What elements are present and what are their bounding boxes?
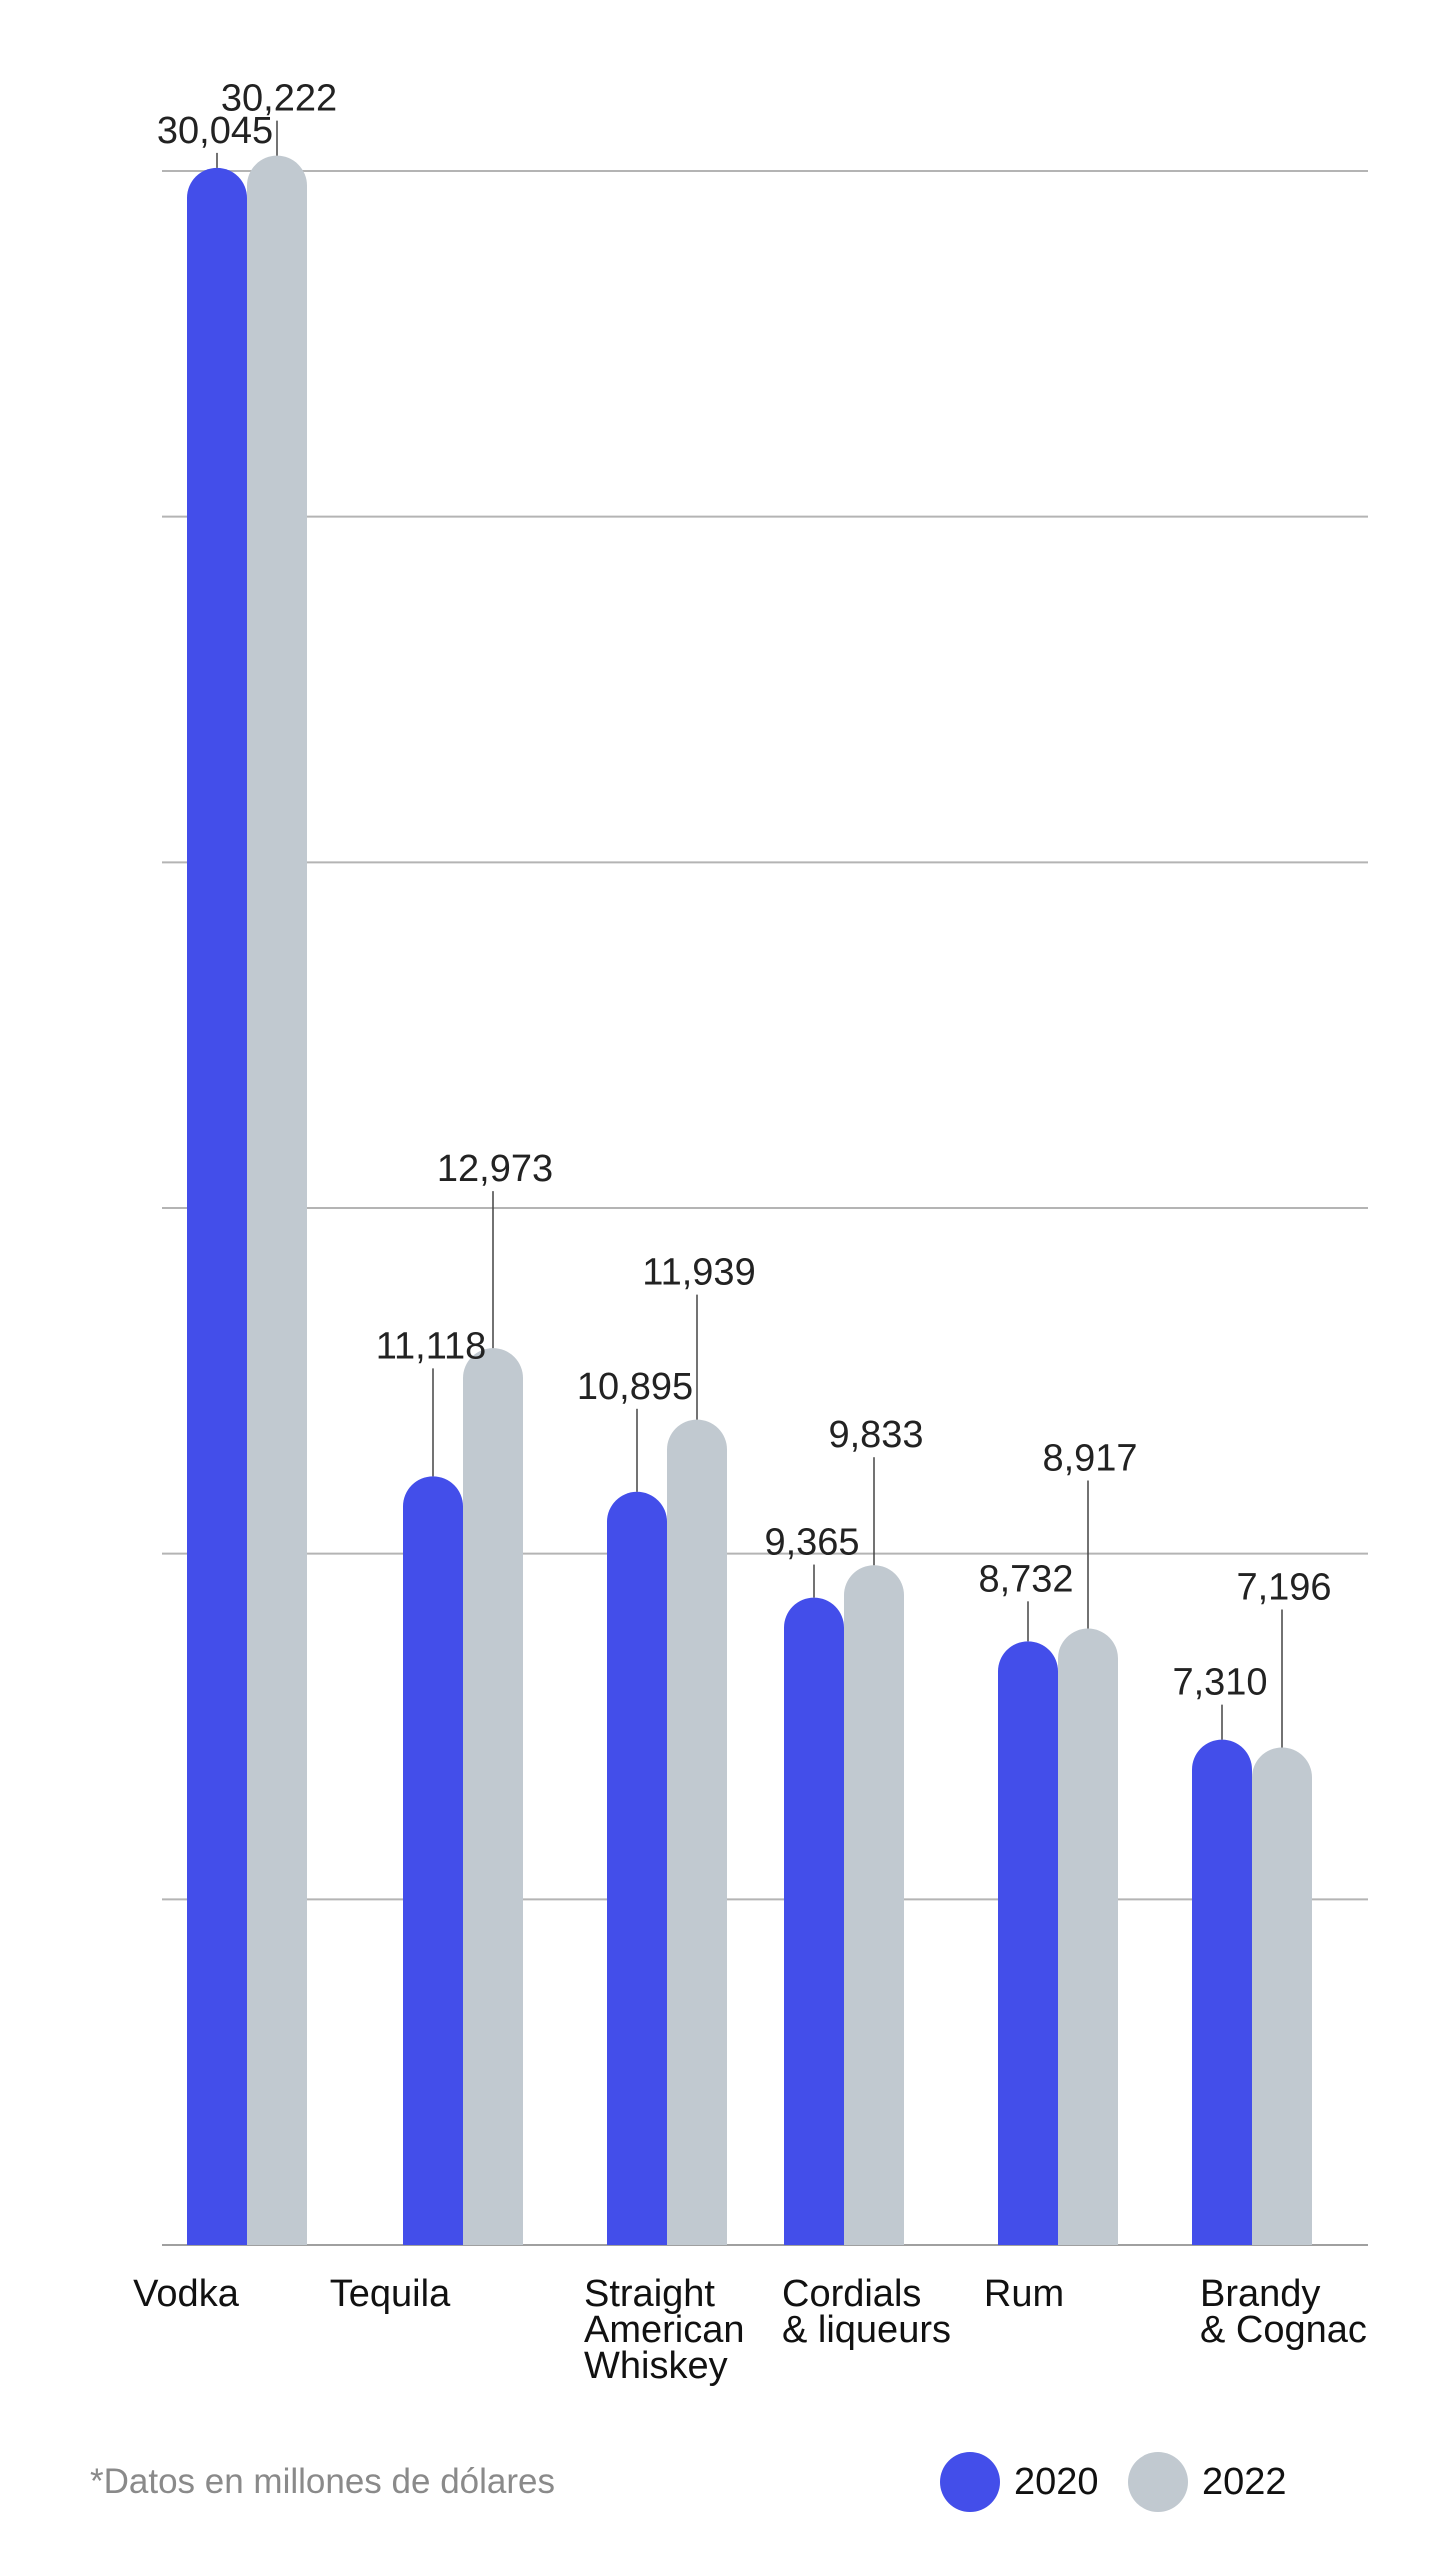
legend-label-2022: 2022 bbox=[1202, 2460, 1287, 2503]
value-label-tequila-2022: 12,973 bbox=[437, 1148, 553, 1190]
bar-brandy-cognac-2020 bbox=[1192, 1739, 1252, 2245]
category-label-straight-american-whiskey: Straight American Whiskey bbox=[584, 2273, 745, 2387]
category-label-cordials-liqueurs: Cordials & liqueurs bbox=[782, 2273, 951, 2351]
bar-cordials-liqueurs-2020 bbox=[784, 1597, 844, 2245]
bar-cordials-liqueurs-2022 bbox=[844, 1565, 904, 2245]
bar-brandy-cognac-2022 bbox=[1252, 1747, 1312, 2245]
category-label-line: Vodka bbox=[133, 2273, 240, 2315]
value-label-straight-american-whiskey-2022: 11,939 bbox=[642, 1252, 755, 1294]
legend-swatch-2020 bbox=[940, 2452, 1000, 2512]
bar-straight-american-whiskey-2022 bbox=[667, 1419, 727, 2245]
value-label-tequila-2020: 11,118 bbox=[376, 1325, 487, 1367]
category-label-line: & Cognac bbox=[1200, 2309, 1367, 2351]
value-label-vodka-2020: 30,045 bbox=[157, 110, 273, 152]
legend-swatch-2022 bbox=[1128, 2452, 1188, 2512]
bars bbox=[187, 155, 1312, 2246]
value-label-cordials-liqueurs-2020: 9,365 bbox=[764, 1522, 859, 1564]
category-labels: Vodka Tequila Straight American Whiskey Cordi… bbox=[133, 2273, 1367, 2387]
value-label-rum-2020: 8,732 bbox=[978, 1558, 1073, 1600]
category-label-line: Rum bbox=[984, 2273, 1064, 2315]
category-label-rum: Rum bbox=[984, 2273, 1064, 2315]
data-note: *Datos en millones de dólares bbox=[90, 2462, 555, 2501]
bar-rum-2020 bbox=[998, 1641, 1058, 2245]
value-label-straight-american-whiskey-2020: 10,895 bbox=[577, 1366, 693, 1408]
bar-tequila-2022 bbox=[463, 1348, 523, 2245]
category-label-brandy-cognac: Brandy & Cognac bbox=[1200, 2273, 1367, 2351]
category-label-line: American bbox=[584, 2309, 745, 2351]
bar-tequila-2020 bbox=[403, 1476, 463, 2245]
value-label-rum-2022: 8,917 bbox=[1042, 1438, 1137, 1480]
value-label-cordials-liqueurs-2022: 9,833 bbox=[828, 1414, 923, 1456]
category-label-vodka: Vodka bbox=[133, 2273, 240, 2315]
bar-rum-2022 bbox=[1058, 1628, 1118, 2245]
legend-item-2020: 2020 bbox=[940, 2452, 1099, 2512]
grid-lines bbox=[162, 170, 1368, 2246]
category-label-line: Brandy bbox=[1200, 2273, 1320, 2315]
value-label-brandy-cognac-2022: 7,196 bbox=[1236, 1567, 1331, 1609]
bar-vodka-2022 bbox=[247, 155, 307, 2246]
value-label-brandy-cognac-2020: 7,310 bbox=[1172, 1662, 1267, 1704]
value-label-vodka-2022: 30,222 bbox=[221, 78, 337, 120]
category-label-line: Tequila bbox=[330, 2273, 451, 2315]
category-label-line: Whiskey bbox=[584, 2345, 728, 2387]
category-label-line: Cordials bbox=[782, 2273, 921, 2315]
category-label-line: & liqueurs bbox=[782, 2309, 951, 2351]
bar-straight-american-whiskey-2020 bbox=[607, 1491, 667, 2245]
legend-label-2020: 2020 bbox=[1014, 2460, 1099, 2503]
category-label-line: Straight bbox=[584, 2273, 715, 2315]
legend-item-2022: 2022 bbox=[1128, 2452, 1287, 2512]
category-label-tequila: Tequila bbox=[330, 2273, 451, 2315]
bar-vodka-2020 bbox=[187, 167, 247, 2246]
